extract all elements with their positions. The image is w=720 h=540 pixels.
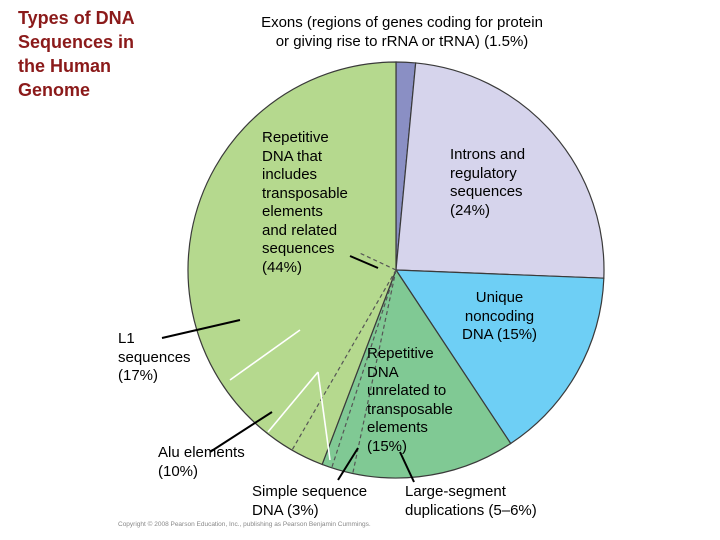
leader-alu bbox=[209, 411, 273, 453]
chart-title: Types of DNA Sequences in the Human Geno… bbox=[18, 8, 135, 100]
leader-l1 bbox=[161, 319, 241, 339]
sub-label-large-segment: Large-segment duplications (5–6%) bbox=[405, 483, 537, 519]
sub-label-simple-sequence: Simple sequence DNA (3%) bbox=[252, 483, 368, 519]
sub-label-l1: L1 sequences (17%) bbox=[118, 330, 191, 384]
divider-simple bbox=[317, 371, 331, 461]
pie-slice-repetitive-unrelated bbox=[321, 268, 512, 479]
slice-label-repetitive-transposable: Repetitive DNA that includes transposabl… bbox=[262, 129, 348, 276]
divider-alu bbox=[267, 371, 319, 433]
pie-slice-unique-noncoding bbox=[394, 269, 605, 445]
slice-label-exons: Exons (regions of genes coding for prote… bbox=[261, 14, 543, 50]
pie-slice-repetitive-transposable bbox=[187, 61, 397, 466]
leader-simple-sequence bbox=[337, 447, 359, 481]
pie-slice-introns bbox=[395, 62, 605, 279]
divider-l1 bbox=[229, 329, 301, 381]
slice-label-repetitive-unrelated: Repetitive DNA unrelated to transposable… bbox=[367, 345, 453, 455]
leader-repetitive-transposable bbox=[349, 255, 379, 269]
slice-label-introns: Introns and regulatory sequences (24%) bbox=[450, 146, 526, 219]
sub-label-alu: Alu elements (10%) bbox=[158, 444, 245, 480]
slice-label-unique-noncoding: Unique noncoding DNA (15%) bbox=[462, 289, 538, 343]
copyright-notice: Copyright © 2008 Pearson Education, Inc.… bbox=[118, 521, 371, 528]
leader-large-segment bbox=[399, 451, 415, 483]
